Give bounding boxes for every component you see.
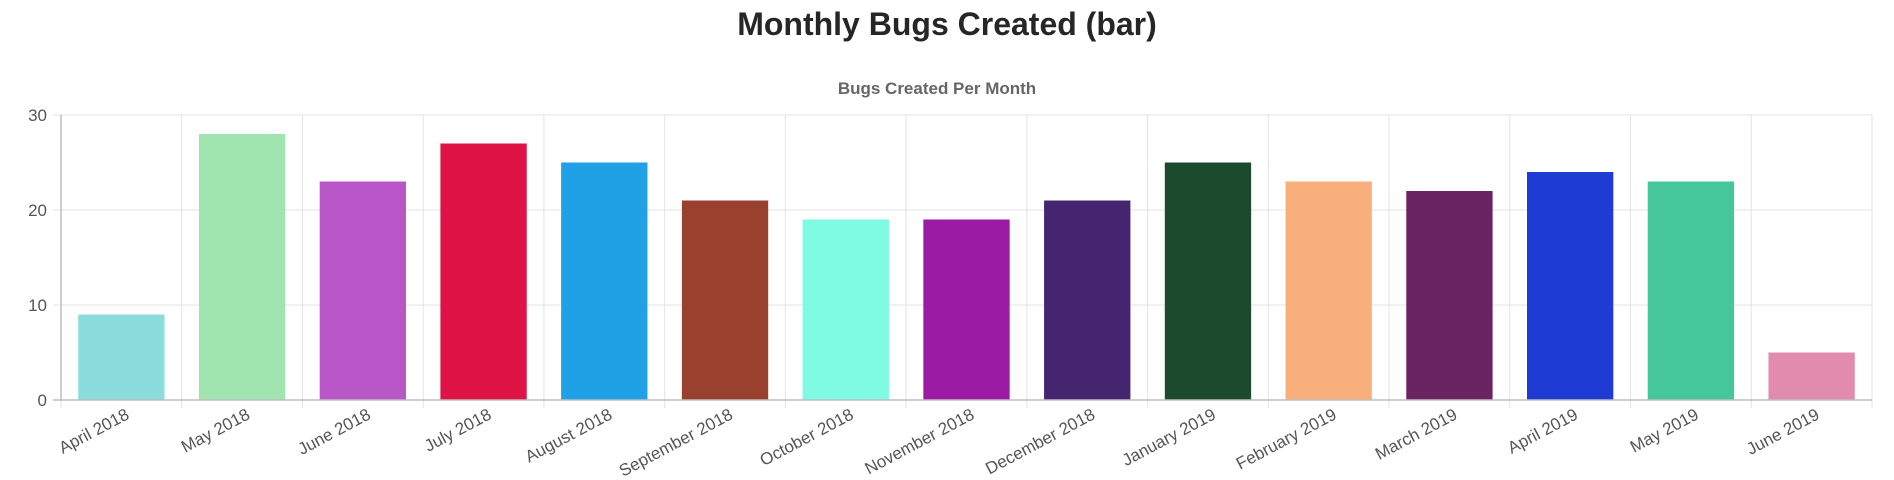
bars [78,134,1855,400]
bar [1768,352,1855,400]
x-tick-label: September 2018 [616,405,736,480]
chart-title: Bugs Created Per Month [838,79,1036,98]
bar [923,219,1010,400]
x-tick-label: June 2019 [1743,405,1822,459]
bar [440,143,527,400]
x-tick-label: November 2018 [862,405,978,479]
bar [1527,172,1614,400]
x-tick-label: April 2018 [56,405,133,458]
x-tick-label: May 2018 [178,405,253,457]
bar [1647,181,1735,400]
bar [1044,200,1131,400]
bar [1406,191,1493,400]
bar [1164,162,1252,400]
x-tick-label: August 2018 [522,405,615,467]
x-tick-label: January 2019 [1119,405,1219,470]
bar [802,219,889,400]
y-tick-label: 0 [38,391,47,410]
x-tick-label: October 2018 [757,405,857,470]
y-axis-ticks: 0 10 20 30 [28,106,47,410]
x-tick-label: July 2018 [421,405,494,456]
y-tick-label: 10 [28,296,47,315]
axes [53,115,1872,401]
bar [78,314,165,400]
y-tick-label: 30 [28,106,47,125]
bar [681,200,769,400]
x-axis-ticks: April 2018 May 2018 June 2018 July 2018 Augu… [56,405,1823,480]
x-tick-label: June 2018 [295,405,374,459]
page-title: Monthly Bugs Created (bar) [737,6,1157,42]
x-tick-label: April 2019 [1505,405,1582,458]
x-tick-label: May 2019 [1627,405,1702,457]
x-tick-label: February 2019 [1233,405,1340,474]
y-tick-label: 20 [28,201,47,220]
bar [561,162,648,400]
x-tick-label: December 2018 [982,405,1098,479]
bar [319,181,406,400]
bar [1285,181,1372,400]
x-tick-label: March 2019 [1372,405,1460,464]
bar [198,134,286,400]
